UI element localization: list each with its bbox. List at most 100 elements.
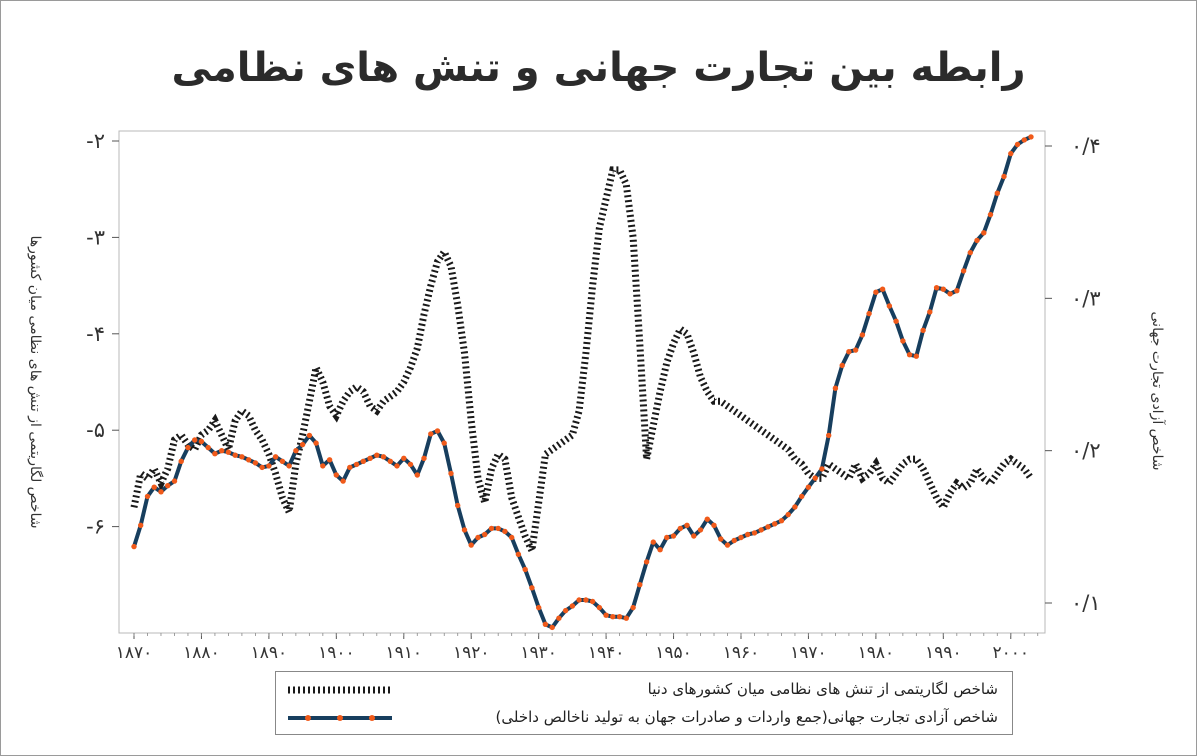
data-point-trade-openness	[198, 438, 205, 445]
data-point-trade-openness	[259, 464, 265, 471]
legend-label-trade-openness: شاخص آزادی تجارت جهانی(جمع واردات و صادر…	[495, 708, 999, 726]
data-point-trade-openness	[765, 524, 771, 530]
data-point-trade-openness	[272, 454, 279, 460]
x-tick-label: ۱۹۴۰	[588, 643, 625, 663]
data-point-trade-openness	[967, 249, 973, 256]
data-point-trade-openness	[475, 534, 481, 541]
legend-item-trade-openness: شاخص آزادی تجارت جهانی(جمع واردات و صادر…	[276, 704, 1012, 732]
data-point-trade-openness	[913, 353, 919, 359]
data-point-trade-openness	[347, 464, 353, 471]
y-left-tick-label: -۲	[86, 129, 105, 153]
data-point-trade-openness	[684, 522, 690, 528]
data-point-trade-openness	[421, 455, 427, 461]
data-point-trade-openness	[859, 332, 866, 338]
data-point-trade-openness	[960, 268, 967, 274]
data-point-trade-openness	[428, 431, 434, 437]
x-tick-label: ۱۹۷۰	[790, 643, 827, 663]
data-point-trade-openness	[252, 460, 259, 466]
x-tick-label: ۲۰۰۰	[993, 643, 1030, 663]
data-point-trade-openness	[212, 451, 218, 457]
data-point-trade-openness	[940, 286, 946, 292]
y-left-tick-label: -۶	[86, 515, 105, 539]
data-point-trade-openness	[643, 559, 650, 565]
data-point-trade-openness	[151, 484, 157, 490]
data-point-trade-openness	[670, 533, 677, 539]
data-point-trade-openness	[711, 522, 717, 528]
data-point-trade-openness	[724, 542, 731, 548]
data-point-trade-openness	[219, 448, 225, 454]
data-point-trade-openness	[455, 502, 461, 509]
data-point-trade-openness	[434, 428, 441, 434]
series-layer	[130, 134, 1034, 631]
data-point-trade-openness	[799, 493, 805, 500]
data-point-trade-openness	[414, 472, 420, 478]
data-point-trade-openness	[657, 547, 663, 553]
data-point-trade-openness	[1001, 173, 1007, 180]
data-point-trade-openness	[529, 585, 535, 591]
data-point-trade-openness	[873, 289, 879, 295]
data-point-trade-openness	[232, 452, 238, 458]
data-point-trade-openness	[1021, 137, 1027, 143]
data-point-trade-openness	[225, 449, 232, 455]
data-point-trade-openness	[664, 534, 670, 541]
data-point-trade-openness	[515, 551, 522, 557]
y-right-tick-label: ۰/۳	[1071, 286, 1101, 310]
data-point-trade-openness	[509, 534, 515, 541]
y-axis-right-title: شاخص آزادی تجارت جهانی	[1149, 312, 1166, 471]
data-point-trade-openness	[407, 461, 414, 468]
data-point-trade-openness	[313, 440, 319, 446]
data-point-trade-openness	[610, 614, 616, 620]
data-point-trade-openness	[178, 458, 184, 464]
data-point-trade-openness	[785, 511, 791, 518]
data-point-trade-openness	[374, 452, 380, 458]
data-point-trade-openness	[630, 604, 636, 611]
data-point-trade-openness	[158, 489, 164, 495]
data-point-trade-openness	[441, 440, 447, 446]
data-point-trade-openness	[933, 285, 940, 291]
y-right-tick-label: ۰/۱	[1071, 591, 1101, 615]
data-point-trade-openness	[927, 309, 933, 315]
data-point-trade-openness	[286, 463, 292, 469]
legend-swatch-solid	[288, 715, 392, 721]
data-point-trade-openness	[367, 455, 373, 461]
data-point-trade-openness	[994, 190, 1000, 196]
data-point-trade-openness	[488, 525, 495, 532]
data-point-trade-openness	[293, 448, 299, 454]
y-left-tick-label: -۵	[86, 418, 105, 442]
data-point-trade-openness	[745, 531, 751, 538]
data-point-trade-openness	[340, 478, 346, 484]
chart-title: رابطه بین تجارت جهانی و تنش های نظامی	[171, 45, 1026, 91]
data-point-trade-openness	[1014, 141, 1021, 148]
data-point-trade-openness	[306, 432, 313, 439]
data-point-trade-openness	[954, 288, 960, 294]
data-point-trade-openness	[542, 621, 549, 627]
data-point-trade-openness	[920, 327, 926, 333]
x-tick-label: ۱۹۶۰	[723, 643, 760, 663]
y-left-tick-label: -۳	[86, 225, 105, 249]
data-point-trade-openness	[589, 598, 596, 605]
data-point-trade-openness	[846, 349, 852, 355]
data-point-trade-openness	[974, 237, 980, 244]
data-point-trade-openness	[947, 291, 953, 297]
y-axis-left-title: شاخص لگاریتمی از تنش های نظامی میان کشور…	[27, 236, 44, 529]
data-point-trade-openness	[536, 604, 542, 611]
data-point-trade-openness	[677, 525, 683, 532]
data-point-trade-openness	[805, 484, 812, 490]
series-line-military-tension	[130, 166, 1034, 563]
data-point-trade-openness	[650, 539, 656, 545]
data-point-trade-openness	[266, 463, 272, 469]
y-right-tick-label: ۰/۲	[1071, 439, 1101, 463]
data-point-trade-openness	[246, 457, 252, 463]
data-point-trade-openness	[697, 527, 704, 533]
x-tick-label: ۱۹۲۰	[453, 643, 490, 663]
data-point-trade-openness	[394, 463, 400, 469]
data-point-trade-openness	[239, 454, 245, 460]
data-point-trade-openness	[778, 518, 785, 524]
y-right-tick-label: ۰/۴	[1071, 134, 1101, 158]
data-point-trade-openness	[987, 211, 994, 218]
data-point-trade-openness	[165, 483, 171, 489]
data-point-trade-openness	[448, 470, 454, 477]
data-point-trade-openness	[562, 607, 569, 614]
x-tick-label: ۱۸۷۰	[116, 643, 153, 663]
